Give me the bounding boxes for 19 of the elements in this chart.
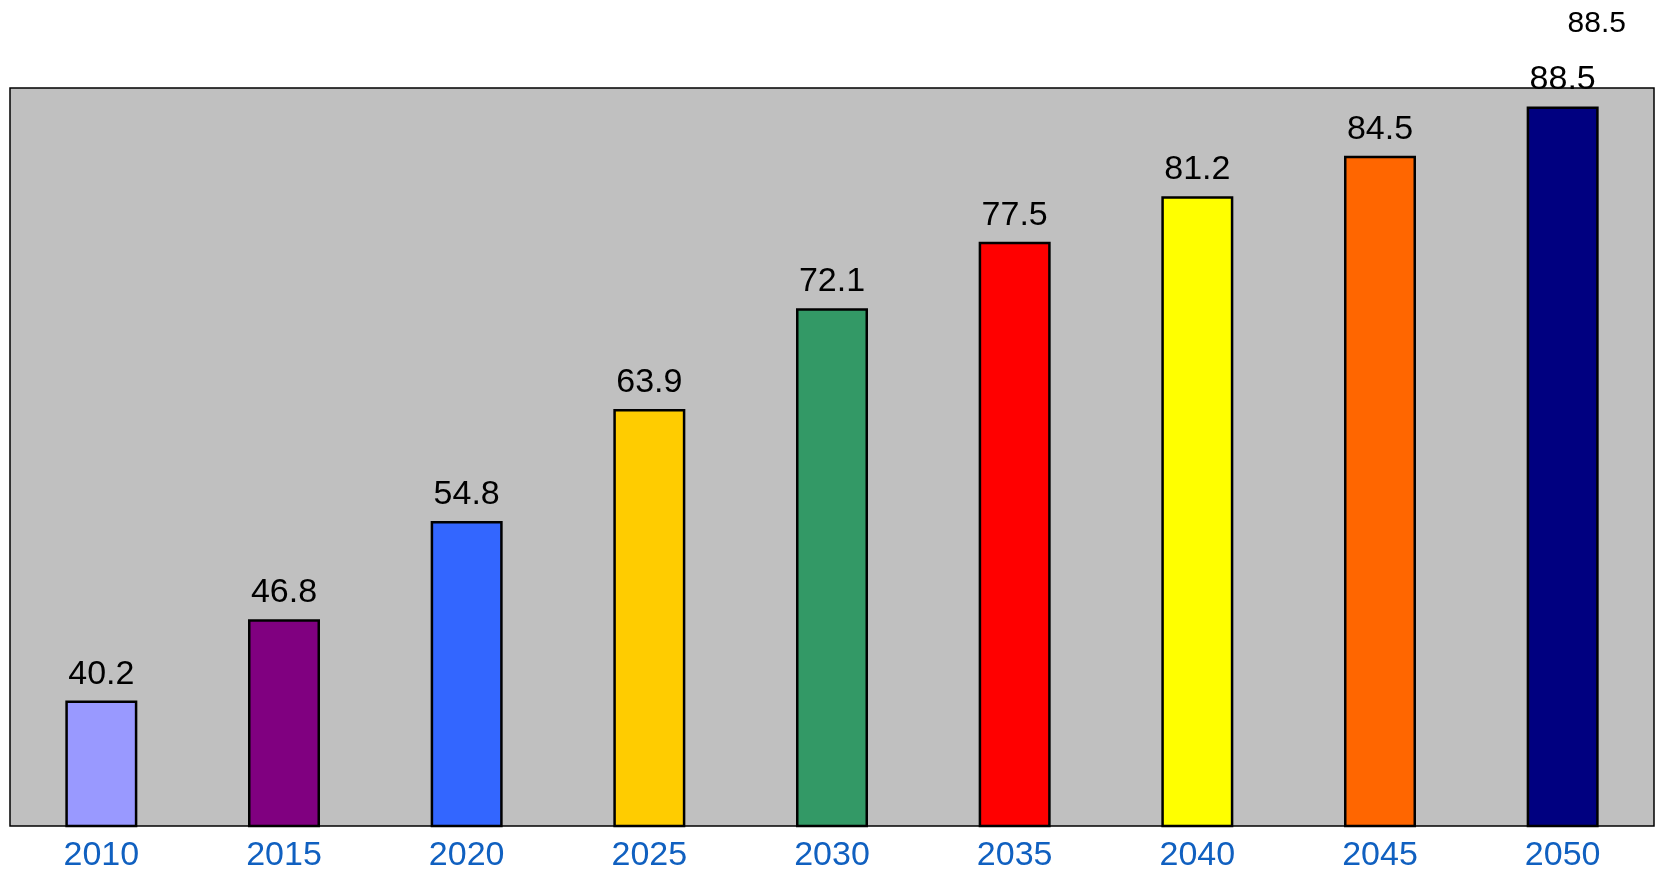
x-tick-label: 2035 [976, 834, 1053, 872]
data-label: 81.2 [1164, 148, 1231, 187]
text: 88.5 [1567, 4, 1626, 38]
x-tick-label: 2030 [794, 834, 870, 872]
data-label: 40.2 [68, 652, 135, 691]
data-label: 54.8 [433, 472, 500, 511]
data-label: 88.5 [1529, 58, 1596, 97]
x-tick-label: 2040 [1159, 834, 1236, 872]
data-label: 63.9 [616, 361, 683, 400]
data-label: 84.5 [1346, 107, 1414, 146]
x-tick-label: 2010 [63, 834, 140, 872]
x-tick-label: 2050 [1524, 834, 1601, 872]
data-label: 72.1 [798, 260, 866, 299]
x-tick-label: 2025 [611, 834, 688, 872]
x-tick-label: 2045 [1342, 834, 1418, 872]
data-label: 77.5 [981, 193, 1048, 232]
x-tick-label: 2015 [246, 834, 322, 872]
data-label: 46.8 [250, 571, 318, 610]
x-tick-label: 2020 [428, 834, 505, 872]
